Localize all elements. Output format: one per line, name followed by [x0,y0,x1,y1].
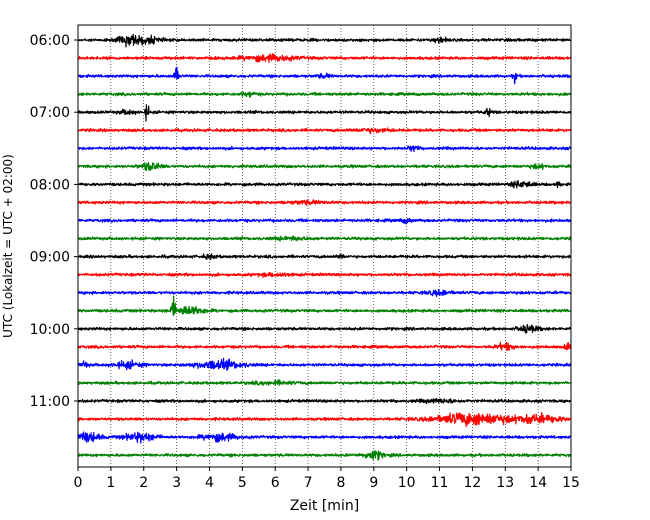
seismic-traces [77,33,572,461]
trace-1045 [77,379,572,386]
y-tick-label: 09:00 [30,250,70,266]
x-tick-label: 6 [271,475,280,491]
x-tick-label: 12 [463,475,481,491]
trace-1100 [77,397,572,405]
trace-0730 [77,145,572,153]
x-tick-label: 11 [431,475,449,491]
x-tick-label: 2 [139,475,148,491]
trace-0745 [77,162,572,172]
x-axis-label: Zeit [min] [290,498,359,514]
trace-1145 [77,450,572,461]
trace-0800 [77,179,572,189]
x-tick-label: 0 [74,475,83,491]
y-tick-label: 08:00 [30,177,70,193]
x-tick-label: 10 [398,475,416,491]
x-tick-label: 13 [496,475,514,491]
trace-1000 [77,323,572,334]
y-tick-label: 11:00 [30,394,70,410]
x-tick-label: 9 [369,475,378,491]
trace-0930 [77,289,572,298]
trace-0945 [77,295,572,316]
trace-0845 [77,235,572,242]
trace-0915 [77,271,572,279]
trace-0900 [77,253,572,261]
trace-0615 [77,53,572,63]
trace-0700 [77,104,572,122]
y-tick-label: 10:00 [30,322,70,338]
x-tick-label: 8 [336,475,345,491]
y-tick-label: 07:00 [30,105,70,121]
trace-0645 [77,91,572,98]
x-tick-label: 14 [529,475,547,491]
trace-0600 [77,33,572,48]
x-tick-label: 4 [205,475,214,491]
trace-1030 [77,357,572,371]
plot-frame [77,24,572,468]
x-tick-label: 1 [106,475,115,491]
y-axis-ticks: 06:00 07:00 08:00 09:00 10:00 11:00 [30,33,78,410]
y-axis-label: UTC (Lokalzeit = UTC + 02:00) [1,154,15,338]
y-tick-label: 06:00 [30,33,70,49]
x-tick-label: 3 [172,475,181,491]
trace-0815 [77,199,572,206]
trace-0830 [77,217,572,225]
trace-1130 [77,431,572,444]
trace-0630 [77,66,572,85]
trace-1015 [77,341,572,352]
trace-1115 [77,412,572,428]
x-tick-label: 7 [304,475,313,491]
x-tick-label: 15 [562,475,580,491]
trace-0715 [77,127,572,135]
x-axis-ticks: 0 1 2 3 4 5 6 7 8 9 10 11 12 13 14 15 [74,467,580,491]
x-tick-label: 5 [238,475,247,491]
